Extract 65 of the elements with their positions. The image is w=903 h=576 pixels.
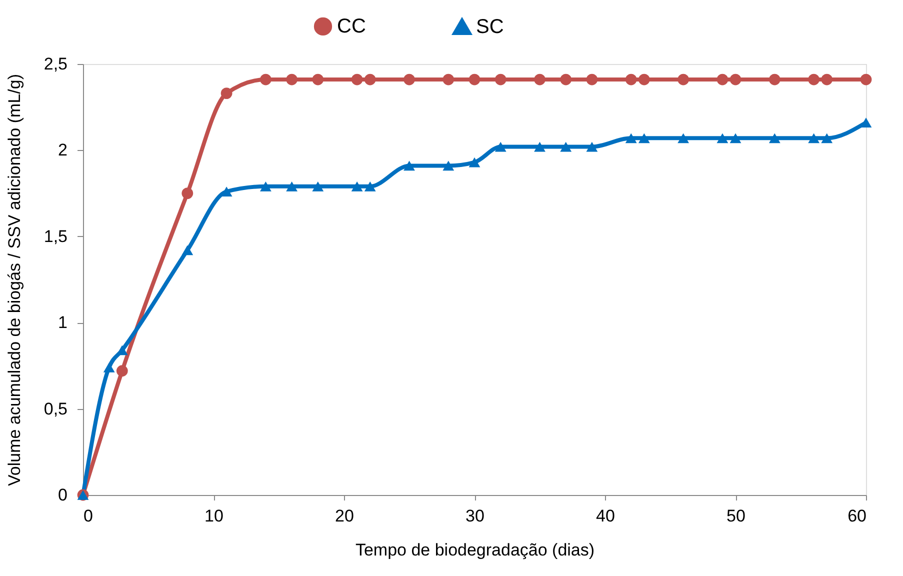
y-tick-label: 0,5 [44, 399, 68, 418]
point [442, 74, 454, 86]
point [182, 188, 194, 199]
point [351, 181, 363, 192]
x-tick-label: 40 [596, 506, 615, 526]
point [442, 160, 454, 171]
point [351, 74, 363, 86]
point [260, 181, 272, 192]
point [312, 181, 324, 192]
legend-label: CC [337, 15, 366, 38]
point [860, 118, 872, 128]
y-tick-label: 2,5 [44, 54, 68, 74]
point [560, 142, 572, 152]
point [260, 74, 272, 86]
point [103, 362, 115, 372]
x-tick-label: 0 [84, 506, 93, 526]
point [560, 74, 572, 86]
x-tick-label: 30 [466, 506, 484, 526]
point [220, 186, 232, 197]
point [404, 160, 415, 171]
point [586, 74, 598, 86]
point [808, 74, 820, 86]
point [730, 74, 742, 86]
y-axis-title: Volume acumulado de biogás / SSV adicionado (mL/g) [4, 74, 24, 486]
point [182, 245, 194, 256]
point [821, 133, 833, 144]
point [534, 142, 546, 152]
point [730, 133, 742, 144]
point [638, 133, 650, 144]
point [716, 133, 728, 144]
point [220, 88, 232, 99]
point [404, 74, 415, 86]
x-tick-label: 60 [848, 506, 866, 526]
point [286, 74, 298, 86]
y-tick-label: 1 [58, 313, 68, 332]
point [364, 74, 376, 86]
point [468, 74, 480, 86]
point [625, 133, 637, 144]
point [586, 142, 598, 152]
point [678, 74, 689, 86]
point [716, 74, 728, 86]
point [468, 157, 480, 168]
y-tick-label: 1,5 [44, 226, 68, 246]
point [821, 74, 833, 86]
point [808, 133, 820, 144]
legend-label: SC [476, 16, 504, 38]
point [312, 74, 324, 86]
point [494, 142, 506, 152]
point [678, 133, 689, 144]
y-tick-label: 2 [58, 140, 68, 160]
point [638, 74, 650, 86]
point [768, 133, 780, 144]
y-tick-label: 0 [58, 486, 68, 504]
point [860, 74, 872, 86]
point [534, 74, 546, 86]
point [494, 74, 506, 86]
x-tick-label: 20 [335, 506, 354, 526]
x-axis-title: Tempo de biodegradação (dias) [355, 540, 595, 560]
point [768, 74, 780, 86]
x-tick-label: 50 [726, 506, 746, 526]
x-tick-label: 10 [204, 506, 224, 526]
point [116, 365, 128, 377]
point [286, 181, 298, 192]
point [364, 181, 376, 192]
point [625, 74, 637, 86]
